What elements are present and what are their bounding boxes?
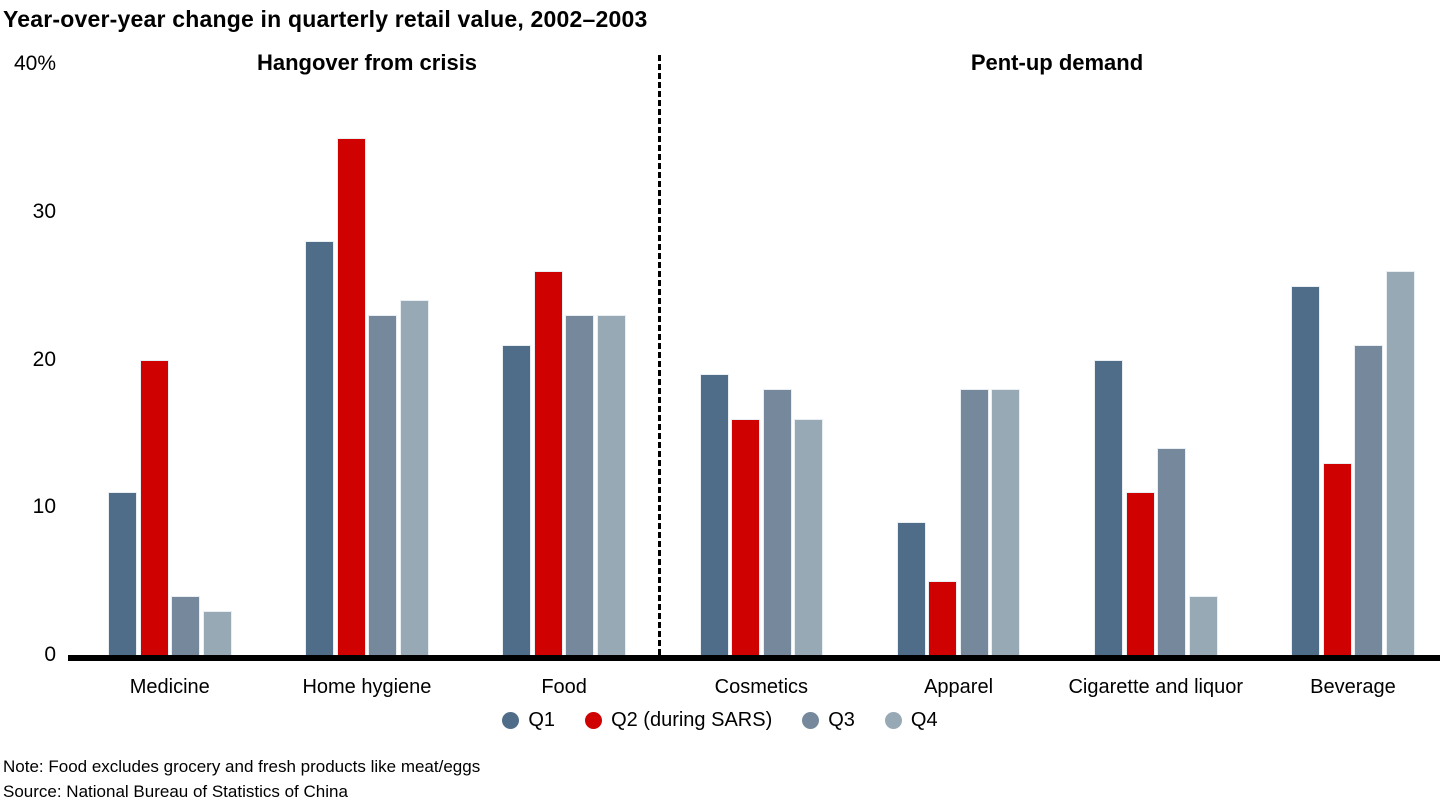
bar-medicine-q2 xyxy=(139,359,169,655)
bar-food-q4 xyxy=(596,315,626,655)
legend-swatch-icon xyxy=(884,712,902,729)
bar-home-hygiene-q4 xyxy=(399,300,429,655)
category-label-medicine: Medicine xyxy=(129,676,210,698)
legend-item-q4: Q4 xyxy=(884,709,938,732)
footnotes: Note: Food excludes grocery and fresh pr… xyxy=(3,754,480,804)
legend-label: Q1 xyxy=(528,709,556,731)
legend-swatch-icon xyxy=(802,712,820,729)
y-tick-20: 20 xyxy=(32,347,56,371)
x-axis-baseline xyxy=(68,655,1440,661)
legend-item-q2: Q2 (during SARS) xyxy=(585,709,772,732)
bar-food-q1 xyxy=(502,344,532,655)
category-label-food: Food xyxy=(541,676,587,698)
chart-title: Year-over-year change in quarterly retai… xyxy=(3,6,648,32)
y-tick-0: 0 xyxy=(44,643,56,666)
bar-beverage-q1 xyxy=(1291,285,1321,655)
source-line: Source: National Bureau of Statistics of… xyxy=(3,782,348,801)
legend-swatch-icon xyxy=(585,712,603,729)
bar-beverage-q3 xyxy=(1354,344,1384,655)
bar-cosmetics-q3 xyxy=(762,389,792,655)
bar-beverage-q4 xyxy=(1385,270,1415,655)
category-label-cosmetics: Cosmetics xyxy=(714,676,809,698)
bar-medicine-q3 xyxy=(171,595,200,655)
bar-cosmetics-q2 xyxy=(731,418,761,655)
legend-swatch-icon xyxy=(502,712,520,729)
legend-item-q1: Q1 xyxy=(502,709,555,732)
bar-food-q3 xyxy=(565,315,595,655)
legend: Q1 Q2 (during SARS) Q3 Q4 xyxy=(0,709,1440,732)
y-tick-30: 30 xyxy=(32,199,56,223)
category-label-home-hygiene: Home hygiene xyxy=(302,676,432,698)
legend-label: Q4 xyxy=(910,709,938,731)
bar-apparel-q2 xyxy=(928,581,958,655)
bar-cigarette-and-liquor-q3 xyxy=(1157,448,1186,655)
bar-medicine-q1 xyxy=(108,492,137,655)
bar-home-hygiene-q1 xyxy=(305,241,335,655)
bar-cosmetics-q1 xyxy=(699,374,729,655)
bar-apparel-q3 xyxy=(959,389,989,655)
legend-item-q3: Q3 xyxy=(802,709,855,732)
y-tick-40: 40% xyxy=(13,52,56,75)
bar-beverage-q2 xyxy=(1322,462,1352,655)
category-label-apparel: Apparel xyxy=(924,676,994,698)
y-tick-10: 10 xyxy=(32,495,56,519)
section-header-hangover: Hangover from crisis xyxy=(256,50,478,75)
note-line: Note: Food excludes grocery and fresh pr… xyxy=(3,757,481,776)
bar-cigarette-and-liquor-q4 xyxy=(1188,595,1218,655)
bar-home-hygiene-q3 xyxy=(368,315,398,655)
legend-label: Q2 (during SARS) xyxy=(611,709,773,731)
bar-cosmetics-q4 xyxy=(794,418,824,655)
bar-apparel-q4 xyxy=(991,389,1021,655)
category-label-beverage: Beverage xyxy=(1310,676,1396,698)
bar-food-q2 xyxy=(533,270,563,655)
legend-label: Q3 xyxy=(828,709,855,731)
bar-medicine-q4 xyxy=(202,610,232,655)
category-label-cigarette-and-liquor: Cigarette and liquor xyxy=(1068,676,1244,698)
bar-apparel-q1 xyxy=(896,522,926,655)
bar-home-hygiene-q2 xyxy=(336,137,366,655)
section-header-pent-up: Pent-up demand xyxy=(970,50,1144,75)
bar-cigarette-and-liquor-q2 xyxy=(1125,492,1155,655)
bar-cigarette-and-liquor-q1 xyxy=(1094,359,1123,655)
section-divider-dashed-line xyxy=(658,55,661,655)
